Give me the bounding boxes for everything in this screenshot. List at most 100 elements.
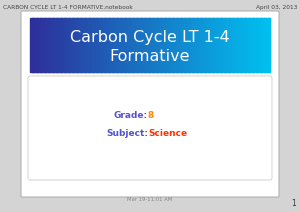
Bar [128, 18, 129, 72]
Bar [90, 18, 91, 72]
Bar [128, 18, 130, 72]
Bar [137, 18, 138, 72]
Bar [30, 18, 31, 72]
Bar [242, 18, 243, 72]
Bar [232, 18, 233, 72]
Bar [208, 18, 209, 72]
Bar [52, 18, 53, 72]
Bar [260, 18, 261, 72]
Bar [224, 18, 226, 72]
Bar [232, 18, 233, 72]
Bar [244, 18, 245, 72]
Text: April 03, 2013: April 03, 2013 [256, 5, 297, 10]
Bar [67, 18, 68, 72]
Bar [201, 18, 202, 72]
Bar [110, 18, 111, 72]
Bar [245, 18, 246, 72]
Bar [51, 18, 52, 72]
Bar [182, 18, 183, 72]
Bar [56, 18, 58, 72]
Bar [78, 18, 79, 72]
Text: Science: Science [148, 130, 187, 138]
Bar [196, 18, 197, 72]
Bar [237, 18, 238, 72]
Bar [50, 18, 51, 72]
Bar [116, 18, 118, 72]
Bar [154, 18, 155, 72]
Bar [56, 18, 57, 72]
Bar [117, 18, 118, 72]
Bar [134, 18, 135, 72]
Bar [188, 18, 189, 72]
Bar [160, 18, 161, 72]
Bar [108, 18, 109, 72]
Bar [40, 18, 41, 72]
Bar [170, 18, 171, 72]
Bar [129, 18, 130, 72]
Bar [268, 18, 269, 72]
Bar [89, 18, 90, 72]
Bar [223, 18, 224, 72]
Bar [179, 18, 180, 72]
Bar [171, 18, 172, 72]
Bar [120, 18, 121, 72]
Bar [102, 18, 103, 72]
Bar [44, 18, 46, 72]
Bar [43, 18, 44, 72]
Bar [73, 18, 74, 72]
Bar [236, 18, 238, 72]
Bar [260, 18, 262, 72]
Bar [60, 18, 62, 72]
Bar [258, 18, 259, 72]
Bar [168, 18, 169, 72]
Bar [69, 18, 70, 72]
Bar [32, 18, 33, 72]
Bar [92, 18, 94, 72]
Bar [85, 18, 86, 72]
Bar [149, 18, 150, 72]
Bar [68, 18, 70, 72]
Bar [140, 18, 142, 72]
FancyBboxPatch shape [21, 11, 279, 197]
Bar [121, 18, 122, 72]
Bar [225, 18, 226, 72]
Bar [191, 18, 192, 72]
Bar [177, 18, 178, 72]
Bar [180, 18, 181, 72]
Bar [47, 18, 48, 72]
Bar [213, 18, 214, 72]
Bar [180, 18, 181, 72]
Bar [142, 18, 143, 72]
Bar [141, 18, 142, 72]
Text: 1: 1 [291, 199, 296, 208]
Bar [36, 18, 38, 72]
Bar [32, 18, 34, 72]
Bar [184, 18, 185, 72]
Bar [136, 18, 137, 72]
Bar [144, 18, 145, 72]
Bar [215, 18, 216, 72]
Bar [159, 18, 160, 72]
Text: 8: 8 [148, 112, 154, 120]
Bar [75, 18, 76, 72]
Bar [95, 18, 96, 72]
Bar [145, 18, 146, 72]
Bar [113, 18, 114, 72]
Bar [79, 18, 80, 72]
Bar [208, 18, 209, 72]
Bar [152, 18, 154, 72]
Bar [265, 18, 266, 72]
Bar [186, 18, 187, 72]
Bar [148, 18, 149, 72]
Bar [146, 18, 147, 72]
Bar [172, 18, 173, 72]
Bar [64, 18, 65, 72]
Bar [200, 18, 202, 72]
Bar [243, 18, 244, 72]
Bar [80, 18, 81, 72]
Bar [144, 18, 145, 72]
Bar [181, 18, 182, 72]
Bar [40, 18, 41, 72]
Bar [124, 18, 125, 72]
Bar [164, 18, 166, 72]
